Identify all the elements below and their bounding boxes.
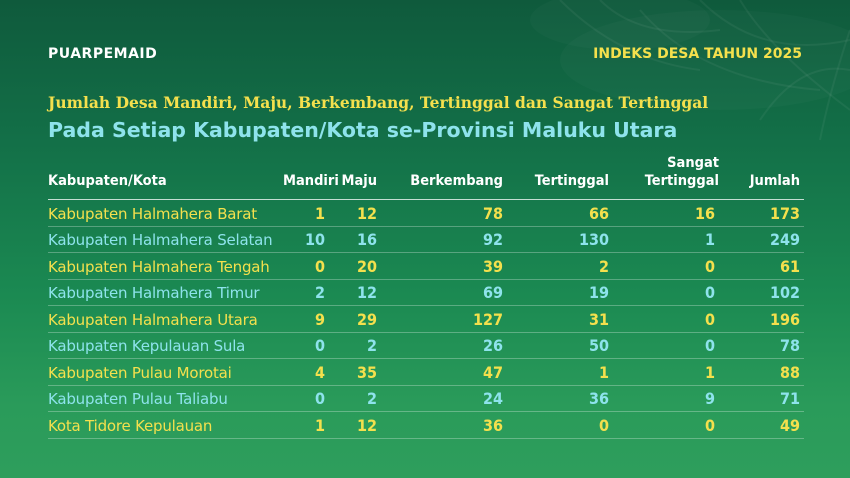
cell-tertinggal: 2 bbox=[598, 256, 609, 276]
cell-kabupaten-kota: Kabupaten Halmahera Timur bbox=[48, 284, 260, 302]
cell-tertinggal: 1 bbox=[598, 362, 609, 382]
table-header-row: Kabupaten/Kota Mandiri Maju Berkembang T… bbox=[48, 148, 804, 200]
cell-jumlah: 196 bbox=[769, 309, 800, 329]
cell-sangat-tertinggal: 16 bbox=[694, 203, 715, 223]
cell-sangat-tertinggal: 1 bbox=[704, 362, 715, 382]
cell-kabupaten-kota: Kota Tidore Kepulauan bbox=[48, 416, 213, 435]
cell-berkembang: 26 bbox=[482, 336, 503, 355]
cell-berkembang: 69 bbox=[482, 283, 503, 302]
cell-kabupaten-kota: Kabupaten Kepulauan Sula bbox=[48, 337, 246, 355]
table-row: Kabupaten Halmahera Tengah 0 20 39 2 0 61 bbox=[48, 253, 804, 280]
cell-maju: 2 bbox=[366, 389, 377, 408]
cell-sangat-tertinggal: 0 bbox=[704, 309, 715, 329]
cell-kabupaten-kota: Kabupaten Halmahera Selatan bbox=[48, 231, 273, 249]
cell-berkembang: 78 bbox=[482, 203, 503, 223]
cell-berkembang: 127 bbox=[472, 309, 503, 329]
cell-berkembang: 47 bbox=[482, 362, 503, 382]
cell-mandiri: 0 bbox=[314, 389, 325, 408]
cell-mandiri: 1 bbox=[314, 415, 325, 435]
header-kabupaten-kota: Kabupaten/Kota bbox=[48, 172, 167, 189]
header-tertinggal: Tertinggal bbox=[534, 172, 609, 189]
cell-mandiri: 4 bbox=[314, 362, 325, 382]
cell-tertinggal: 31 bbox=[588, 309, 609, 329]
cell-mandiri: 0 bbox=[314, 336, 325, 355]
cell-tertinggal: 50 bbox=[588, 336, 609, 355]
header-maju: Maju bbox=[341, 172, 377, 189]
table-row: Kabupaten Halmahera Utara 9 29 127 31 0 196 bbox=[48, 306, 804, 333]
cell-maju: 29 bbox=[356, 309, 377, 329]
header-sangat-tertinggal: Sangat Tertinggal bbox=[644, 154, 719, 189]
table-row: Kabupaten Halmahera Selatan 10 16 92 130 1 249 bbox=[48, 227, 804, 253]
cell-jumlah: 249 bbox=[769, 230, 800, 249]
cell-jumlah: 71 bbox=[779, 389, 800, 408]
header-jumlah: Jumlah bbox=[749, 172, 800, 189]
cell-maju: 16 bbox=[356, 230, 377, 249]
chart-subtitle: Jumlah Desa Mandiri, Maju, Berkembang, T… bbox=[48, 93, 709, 112]
cell-berkembang: 24 bbox=[482, 389, 503, 408]
cell-berkembang: 36 bbox=[482, 415, 503, 435]
cell-tertinggal: 19 bbox=[588, 283, 609, 302]
brand-logo: PUARPEMAID bbox=[48, 46, 158, 62]
cell-sangat-tertinggal: 0 bbox=[704, 256, 715, 276]
cell-berkembang: 92 bbox=[482, 230, 503, 249]
cell-sangat-tertinggal: 9 bbox=[704, 389, 715, 408]
cell-mandiri: 2 bbox=[314, 283, 325, 302]
cell-sangat-tertinggal: 1 bbox=[704, 230, 715, 249]
table-row: Kabupaten Halmahera Timur 2 12 69 19 0 102 bbox=[48, 280, 804, 306]
cell-sangat-tertinggal: 0 bbox=[704, 415, 715, 435]
cell-kabupaten-kota: Kabupaten Pulau Taliabu bbox=[48, 390, 228, 408]
cell-kabupaten-kota: Kabupaten Halmahera Utara bbox=[48, 310, 258, 329]
table-row: Kabupaten Halmahera Barat 1 12 78 66 16 173 bbox=[48, 200, 804, 227]
table-row: Kabupaten Pulau Taliabu 0 2 24 36 9 71 bbox=[48, 386, 804, 412]
cell-tertinggal: 130 bbox=[578, 230, 609, 249]
cell-sangat-tertinggal: 0 bbox=[704, 283, 715, 302]
cell-mandiri: 9 bbox=[314, 309, 325, 329]
cell-berkembang: 39 bbox=[482, 256, 503, 276]
header-mandiri: Mandiri bbox=[283, 172, 339, 189]
cell-maju: 2 bbox=[366, 336, 377, 355]
cell-jumlah: 49 bbox=[779, 415, 800, 435]
cell-jumlah: 61 bbox=[779, 256, 800, 276]
cell-mandiri: 0 bbox=[314, 256, 325, 276]
cell-maju: 12 bbox=[356, 283, 377, 302]
chart-title: Pada Setiap Kabupaten/Kota se-Provinsi M… bbox=[48, 118, 678, 142]
cell-kabupaten-kota: Kabupaten Halmahera Barat bbox=[48, 204, 257, 223]
cell-maju: 12 bbox=[356, 203, 377, 223]
table-row: Kabupaten Kepulauan Sula 0 2 26 50 0 78 bbox=[48, 333, 804, 359]
cell-tertinggal: 66 bbox=[588, 203, 609, 223]
table-row: Kota Tidore Kepulauan 1 12 36 0 0 49 bbox=[48, 412, 804, 439]
cell-mandiri: 10 bbox=[304, 230, 325, 249]
village-index-table: Kabupaten/Kota Mandiri Maju Berkembang T… bbox=[48, 148, 804, 439]
cell-maju: 35 bbox=[356, 362, 377, 382]
cell-tertinggal: 36 bbox=[588, 389, 609, 408]
cell-tertinggal: 0 bbox=[598, 415, 609, 435]
index-year-badge: INDEKS DESA TAHUN 2025 bbox=[593, 46, 802, 62]
cell-jumlah: 88 bbox=[779, 362, 800, 382]
cell-jumlah: 78 bbox=[779, 336, 800, 355]
cell-sangat-tertinggal: 0 bbox=[704, 336, 715, 355]
cell-mandiri: 1 bbox=[314, 203, 325, 223]
cell-kabupaten-kota: Kabupaten Halmahera Tengah bbox=[48, 257, 270, 276]
cell-jumlah: 102 bbox=[769, 283, 800, 302]
table-row: Kabupaten Pulau Morotai 4 35 47 1 1 88 bbox=[48, 359, 804, 386]
table-body: Kabupaten Halmahera Barat 1 12 78 66 16 173 Kab… bbox=[48, 200, 804, 439]
header-berkembang: Berkembang bbox=[410, 172, 503, 189]
cell-jumlah: 173 bbox=[769, 203, 800, 223]
cell-maju: 20 bbox=[356, 256, 377, 276]
cell-kabupaten-kota: Kabupaten Pulau Morotai bbox=[48, 363, 232, 382]
cell-maju: 12 bbox=[356, 415, 377, 435]
